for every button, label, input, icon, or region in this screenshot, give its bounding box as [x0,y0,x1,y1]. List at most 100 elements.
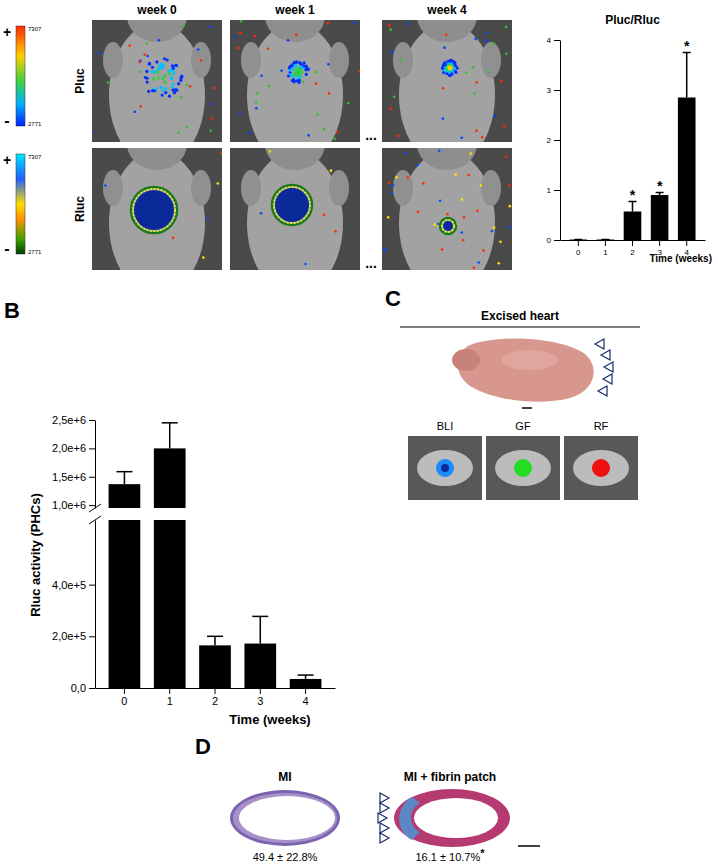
tick-mark [554,190,560,191]
heart-photo [452,339,594,402]
panel-c: Excised heartBLIGFRF [400,309,640,500]
value-text: 49.4 ± 22.8% [253,851,318,863]
error-bar [601,239,609,240]
tick-mark [89,688,95,689]
tick: 1,0e+6 [52,499,95,511]
colorbar-tick: 2771 [28,249,42,255]
tick: 2 [212,688,218,707]
arrowhead [604,362,613,372]
column-label: week 1 [274,3,315,17]
bar [154,448,186,508]
value-text: 16.1 ± 10.7% [415,851,480,863]
tick: 1 [167,688,173,707]
scale-bar [518,845,540,847]
tick-label: 2 [630,248,635,257]
tick-label: 3 [257,695,263,707]
significance: * [657,178,663,194]
ellipsis: ... [365,255,377,271]
arrowhead [595,339,604,349]
row-label: Rluc [73,196,87,222]
value-text: 16.1 ± 10.7%* [415,847,485,863]
arrowhead [601,350,610,360]
tick-mark [554,240,560,241]
photo [230,148,360,270]
image-label: BLI [437,420,454,432]
tick-label: 4 [303,695,309,707]
tick-mark [554,140,560,141]
significance: * [630,187,636,203]
arrowhead [380,823,389,833]
tick-label: 3 [547,86,552,95]
colorbar-min: - [4,240,9,257]
column-label: week 4 [426,3,467,17]
tick-mark [215,688,216,694]
photo [92,20,222,142]
section-photo [394,789,510,847]
colorbar-max: + [3,24,11,40]
tick: 2,5e+6 [52,414,95,426]
arrowhead [603,374,612,384]
tick-label: 4 [547,36,552,45]
bar [109,484,141,508]
tick-mark [89,636,95,637]
photo [230,20,360,142]
significance: * [480,847,485,859]
colorbar-tick: 7307 [28,26,42,32]
scale-bar [522,407,532,409]
tick-label: 2,0e+6 [52,442,86,454]
plot-area [569,53,695,241]
tick: 4 [303,688,309,707]
axis: 0 1 2 3 4 [547,36,561,245]
colorbar [16,154,25,254]
column-label: week 0 [136,3,177,17]
tick-mark [124,688,125,694]
tick-mark [89,505,95,506]
panel-title: Excised heart [481,309,559,323]
tick-mark [578,240,579,246]
tick-mark [169,688,170,694]
bar [569,239,587,240]
bar [290,679,322,688]
axis-line [560,41,561,241]
rule [400,327,640,328]
tick: 2,0e+6 [52,442,95,454]
y-axis-title: Rluc activity (PHCs) [28,493,43,617]
colorbar-min: - [4,112,9,129]
tick-mark [89,420,95,421]
tick: 0 [121,688,127,707]
value-text: 49.4 ± 22.8% [253,851,318,863]
chart-title: Pluc/Rluc [605,13,660,27]
bar [678,98,696,241]
error-bar [252,616,268,643]
plot-area [109,423,322,508]
chart-pluc-rluc: ***0123401234Pluc/RlucTime (weeks) [547,13,712,264]
axis: 1,0e+61,5e+62,0e+62,5e+6 [52,414,95,511]
photo [92,148,222,270]
tick: 3 [257,688,263,707]
axis: 0 1 2 3 4 [96,688,336,707]
axis: 0,02,0e+54,0e+5 [52,521,95,695]
error-bar [207,636,223,645]
axis-line [95,521,96,689]
tick: 2 [630,240,635,257]
tick: 4 [547,36,560,45]
tick-label: 1 [167,695,173,707]
panel-letter: C [385,286,401,311]
tick-mark [605,240,606,246]
tick-label: 0 [547,236,552,245]
significance: * [684,38,690,54]
panel-letter: B [4,298,20,323]
tick-label: 2,0e+5 [52,630,86,642]
tick-label: 0 [576,248,581,257]
ellipsis: ... [365,127,377,143]
arrowhead [378,813,387,823]
error-bar [683,53,691,98]
fluorescence-image [564,436,638,500]
tick: 2 [547,136,560,145]
x-axis-title: Time (weeks) [229,712,310,727]
tick-label: 1 [547,186,552,195]
arrowhead [598,386,607,396]
photo [382,20,512,142]
panel-d: MI49.4 ± 22.8%MI + fibrin patch16.1 ± 10… [230,770,540,863]
tick-mark [554,90,560,91]
